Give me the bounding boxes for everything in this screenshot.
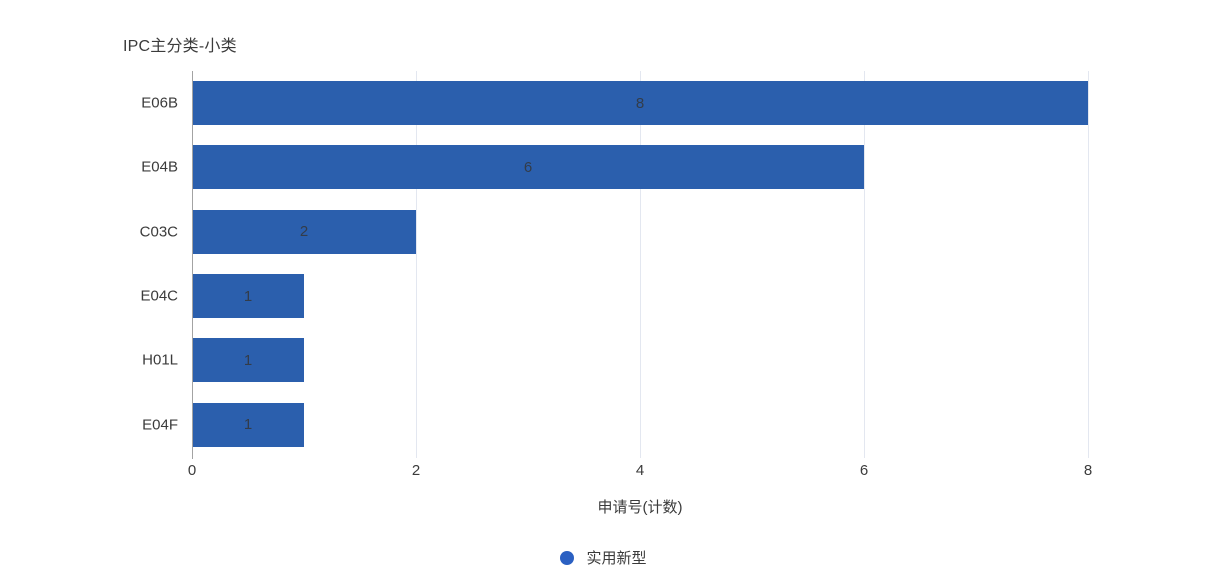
bar-value-label: 1: [243, 416, 253, 434]
bar-row: E04F 1: [142, 393, 1088, 457]
x-tick-label: 0: [187, 462, 197, 479]
bar-row: C03C 2: [140, 200, 1088, 264]
gridline-8: [1088, 71, 1089, 458]
legend: 实用新型: [0, 547, 1207, 568]
chart-title: IPC主分类-小类: [123, 38, 237, 55]
bar-row: E06B 8: [141, 71, 1088, 135]
bar-e04f[interactable]: 1: [192, 402, 304, 447]
legend-label: 实用新型: [586, 550, 647, 567]
bar-h01l[interactable]: 1: [192, 338, 304, 383]
category-label: E06B: [141, 94, 178, 112]
bar-e04b[interactable]: 6: [192, 145, 864, 190]
bar-c03c[interactable]: 2: [192, 209, 416, 254]
bar-row: E04C 1: [140, 264, 1088, 328]
bar-value-label: 2: [299, 223, 309, 241]
gridline-6: [864, 71, 865, 458]
x-tick-label: 8: [1083, 462, 1093, 479]
x-axis-title: 申请号(计数): [597, 499, 683, 516]
x-tick-label: 4: [635, 462, 645, 479]
y-axis-line: [192, 71, 193, 459]
x-tick-label: 6: [859, 462, 869, 479]
category-label: E04C: [140, 287, 178, 305]
category-label: E04F: [142, 416, 178, 434]
bar-value-label: 6: [523, 158, 533, 176]
category-label: H01L: [142, 351, 178, 369]
category-label: E04B: [141, 158, 178, 176]
bar-value-label: 8: [635, 94, 645, 112]
bar-value-label: 1: [243, 287, 253, 305]
legend-item[interactable]: 实用新型: [560, 547, 647, 568]
x-tick-label: 2: [411, 462, 421, 479]
x-axis: 0 2 4 6 8: [188, 462, 1092, 480]
gridline-2: [416, 71, 417, 458]
category-label: C03C: [139, 223, 178, 241]
plot-area: E06B 8 E04B 6 C03C 2 E04C 1 H01L: [140, 71, 1089, 459]
bar-e06b[interactable]: 8: [192, 81, 1088, 126]
bar-row: E04B 6: [141, 135, 1088, 199]
bar-e04c[interactable]: 1: [192, 274, 304, 319]
gridline-4: [640, 71, 641, 458]
legend-marker-circle-icon: [560, 550, 575, 565]
bar-row: H01L 1: [142, 328, 1088, 392]
bar-value-label: 1: [243, 351, 253, 369]
